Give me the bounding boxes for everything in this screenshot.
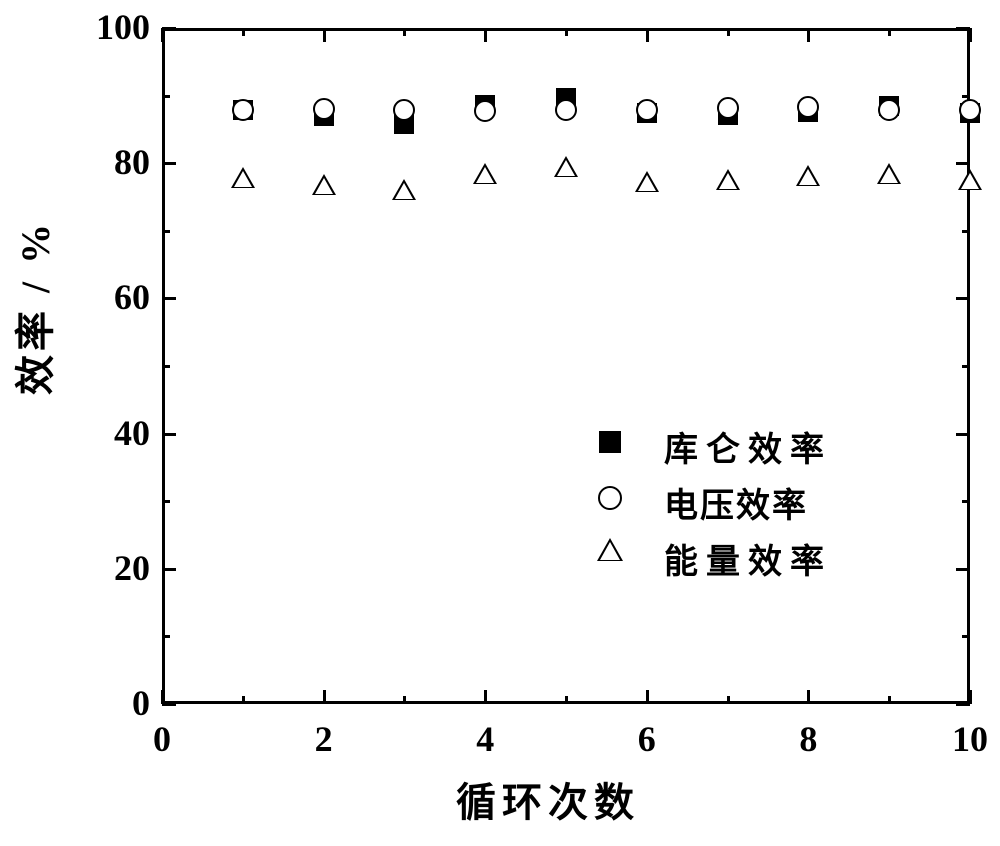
y-tick-label: 20 <box>62 547 150 589</box>
marker-triangle-icon <box>234 171 252 187</box>
marker-circle-icon <box>878 99 900 121</box>
x-tick-label: 10 <box>940 718 1000 760</box>
x-tick <box>323 690 326 704</box>
marker-triangle-icon <box>961 173 979 189</box>
x-tick <box>646 28 649 42</box>
efficiency-chart: 效率 / % 循环次数 0246810020406080100库仑效率电压效率能… <box>0 0 1000 846</box>
x-tick <box>242 28 245 36</box>
y-tick <box>162 95 170 98</box>
marker-triangle-icon <box>315 178 333 194</box>
y-tick <box>962 635 970 638</box>
x-tick <box>242 696 245 704</box>
x-tick <box>403 28 406 36</box>
marker-circle-icon <box>959 99 981 121</box>
y-tick <box>962 230 970 233</box>
y-tick <box>162 635 170 638</box>
x-tick <box>161 690 164 704</box>
y-tick <box>956 568 970 571</box>
x-tick-label: 4 <box>455 718 515 760</box>
marker-circle-icon <box>313 98 335 120</box>
marker-triangle-icon <box>799 169 817 185</box>
x-tick <box>484 690 487 704</box>
marker-triangle-icon <box>880 167 898 183</box>
x-tick <box>969 28 972 42</box>
y-tick <box>162 433 176 436</box>
x-tick <box>969 690 972 704</box>
marker-circle-icon <box>232 99 254 121</box>
x-axis-label: 循环次数 <box>456 770 640 828</box>
x-tick <box>565 696 568 704</box>
y-tick-label: 0 <box>62 682 150 724</box>
y-tick <box>162 162 176 165</box>
x-tick <box>323 28 326 42</box>
marker-triangle-icon <box>557 160 575 176</box>
legend-label: 电压效率 <box>664 478 808 527</box>
y-tick <box>162 365 170 368</box>
y-tick-label: 100 <box>62 6 150 48</box>
y-tick <box>162 27 176 30</box>
y-tick <box>162 568 176 571</box>
y-tick <box>956 433 970 436</box>
y-tick-label: 60 <box>62 276 150 318</box>
y-tick <box>162 297 176 300</box>
x-tick <box>888 28 891 36</box>
x-tick <box>727 696 730 704</box>
y-tick <box>162 230 170 233</box>
legend-label: 库仑效率 <box>664 422 832 471</box>
marker-triangle-icon <box>600 542 620 560</box>
x-tick <box>888 696 891 704</box>
x-tick <box>565 28 568 36</box>
x-tick <box>727 28 730 36</box>
y-tick <box>962 500 970 503</box>
y-tick <box>956 297 970 300</box>
y-tick <box>162 500 170 503</box>
y-tick <box>962 365 970 368</box>
y-tick <box>162 703 176 706</box>
x-tick-label: 6 <box>617 718 677 760</box>
x-tick-label: 8 <box>778 718 838 760</box>
y-tick <box>956 27 970 30</box>
y-tick <box>956 703 970 706</box>
marker-triangle-icon <box>395 183 413 199</box>
plot-area <box>162 28 970 704</box>
x-tick <box>807 690 810 704</box>
x-tick-label: 0 <box>132 718 192 760</box>
x-tick <box>484 28 487 42</box>
x-tick <box>161 28 164 42</box>
marker-square-icon <box>599 431 621 453</box>
y-axis-label: 效率 / % <box>3 347 61 395</box>
marker-circle-icon <box>555 99 577 121</box>
y-tick <box>962 95 970 98</box>
x-tick <box>403 696 406 704</box>
x-tick <box>807 28 810 42</box>
x-tick-label: 2 <box>294 718 354 760</box>
marker-triangle-icon <box>719 173 737 189</box>
marker-triangle-icon <box>638 175 656 191</box>
legend-label: 能量效率 <box>664 534 832 583</box>
y-tick-label: 40 <box>62 412 150 454</box>
y-tick-label: 80 <box>62 141 150 183</box>
y-tick <box>956 162 970 165</box>
marker-circle-icon <box>598 486 622 510</box>
x-tick <box>646 690 649 704</box>
marker-triangle-icon <box>476 167 494 183</box>
marker-circle-icon <box>717 97 739 119</box>
